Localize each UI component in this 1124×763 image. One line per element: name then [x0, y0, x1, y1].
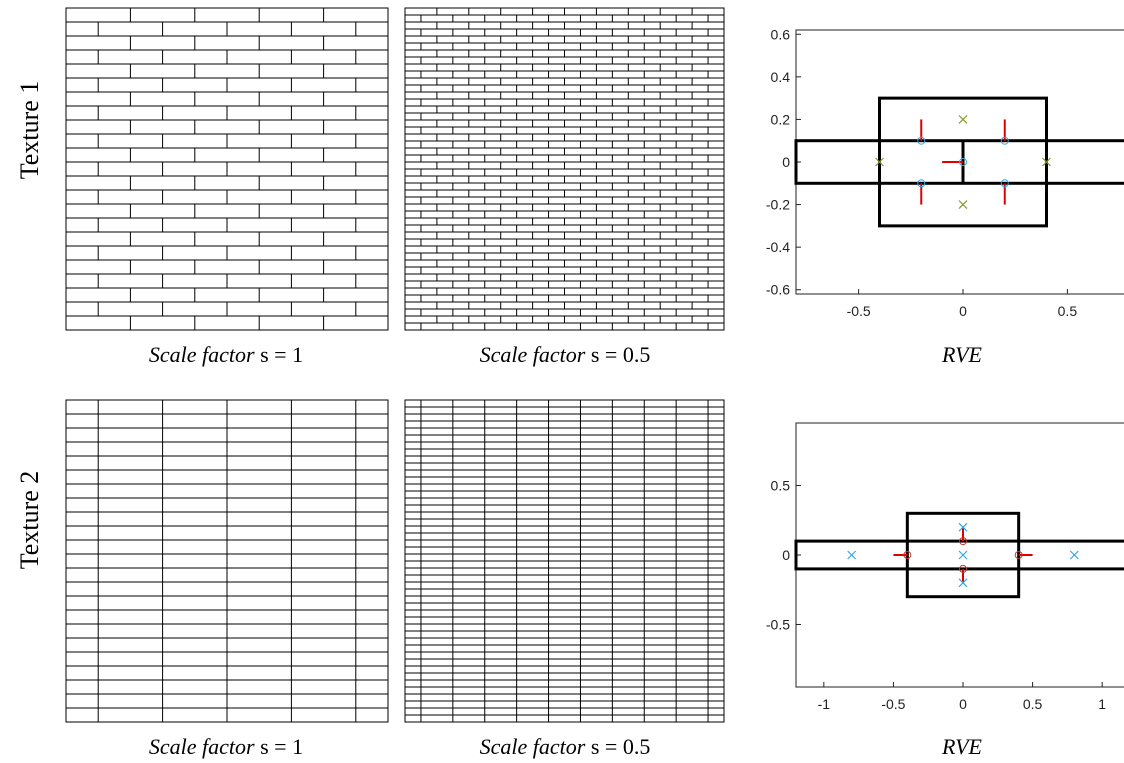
x-tick-label: 0.5	[1023, 696, 1043, 712]
y-tick-label: -0.6	[766, 282, 790, 298]
y-tick-label: 0	[782, 154, 790, 170]
caption-t2-rve: RVE	[941, 734, 982, 759]
x-tick-label: -0.5	[881, 696, 905, 712]
texture2-scale05-pattern	[404, 399, 725, 723]
interface-point	[903, 551, 912, 559]
y-tick-label: -0.4	[766, 239, 790, 255]
x-tick-label: 0	[959, 303, 967, 319]
row-label-texture-2: Texture 2	[15, 471, 44, 570]
y-tick-label: 0.2	[771, 111, 791, 127]
brick-center-marker	[958, 114, 968, 124]
brick-center-marker	[875, 157, 884, 167]
panel-border	[65, 7, 389, 331]
x-tick-label: 0.5	[1058, 303, 1078, 319]
brick-center-marker	[958, 578, 968, 588]
caption-t2-s1: Scale factor s = 1	[149, 734, 303, 759]
interface-point	[1000, 179, 1009, 188]
y-tick-label: 0	[782, 547, 790, 563]
x-tick-label: -1	[818, 696, 831, 712]
y-tick-label: 0.6	[771, 26, 791, 42]
y-tick-label: 0.4	[771, 69, 791, 85]
x-tick-label: -0.5	[847, 303, 871, 319]
x-tick-label: 0	[959, 696, 967, 712]
brick-center-marker	[847, 550, 857, 560]
texture1-rve-plot: -0.5 0 0.5 0.6 0.4 0.2 0 -0.2 -0.4 -0.6	[766, 26, 1124, 319]
texture1-scale1-pattern	[65, 7, 389, 331]
texture2-scale1-pattern	[65, 399, 389, 723]
brick-center-marker	[958, 200, 968, 210]
brick-center-marker	[1042, 157, 1051, 167]
brick-center-marker	[958, 550, 968, 560]
caption-t2-s05: Scale factor s = 0.5	[480, 734, 651, 759]
row-label-texture-1: Texture 1	[15, 81, 44, 180]
x-tick-label: 1	[1098, 696, 1106, 712]
interface-point	[959, 158, 967, 166]
interface-point	[1014, 551, 1023, 559]
brick-center-marker	[1069, 550, 1079, 560]
y-tick-label: -0.5	[766, 616, 790, 632]
brick-center-marker	[958, 522, 968, 532]
interface-point	[959, 564, 967, 573]
caption-t1-rve: RVE	[941, 342, 982, 367]
texture1-scale05-pattern	[404, 7, 725, 331]
texture2-rve-plot: -1 -0.5 0 0.5 1 0.5 0 -0.5	[766, 422, 1124, 712]
interface-point	[917, 136, 926, 145]
interface-point	[959, 537, 967, 546]
y-tick-label: 0.5	[771, 478, 791, 494]
caption-t1-s05: Scale factor s = 0.5	[480, 342, 651, 367]
caption-t1-s1: Scale factor s = 1	[149, 342, 303, 367]
interface-point	[1000, 136, 1009, 145]
y-tick-label: -0.2	[766, 197, 790, 213]
interface-point	[917, 179, 926, 188]
